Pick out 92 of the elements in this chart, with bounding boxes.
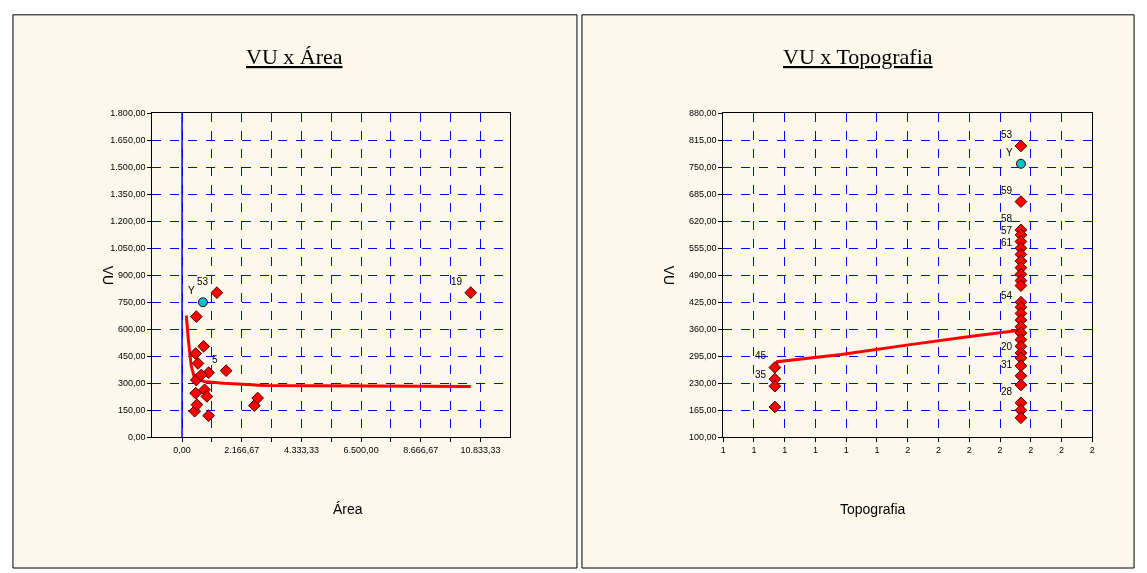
y-tick-label: 295,00 bbox=[688, 351, 717, 362]
point bbox=[768, 400, 782, 414]
y-tick-label: 1.200,00 bbox=[110, 216, 146, 227]
point bbox=[202, 409, 215, 423]
point bbox=[768, 361, 782, 374]
x-tick-label: 2 bbox=[1028, 445, 1034, 456]
x-tick-label: 0,00 bbox=[173, 445, 191, 456]
annotation: 35 bbox=[755, 369, 767, 380]
y-tick-label: 1.500,00 bbox=[110, 162, 146, 173]
y-tick-label: 620,00 bbox=[688, 216, 717, 227]
y-axis-title: VU bbox=[660, 265, 677, 286]
point bbox=[189, 310, 203, 323]
point bbox=[200, 390, 214, 403]
annotation: 5 bbox=[212, 354, 218, 365]
point bbox=[1014, 195, 1028, 208]
point bbox=[219, 364, 233, 378]
y-tick-label: 880,00 bbox=[688, 108, 717, 119]
y-tick-label: 815,00 bbox=[688, 135, 717, 146]
y-tick-label: 150,00 bbox=[117, 405, 146, 416]
annotation: 20 bbox=[1001, 341, 1013, 352]
y-tick-label: 230,00 bbox=[688, 378, 717, 389]
annotation: 53 bbox=[197, 276, 209, 287]
point bbox=[768, 379, 782, 393]
point bbox=[194, 368, 208, 382]
x-tick-label: 1 bbox=[720, 445, 726, 456]
annotation: 58 bbox=[1001, 213, 1013, 224]
point bbox=[1014, 359, 1028, 373]
point bbox=[251, 391, 264, 405]
annotation: 19 bbox=[451, 276, 463, 287]
x-tick-label: 1 bbox=[812, 445, 818, 456]
x-tick-label: 10.833,33 bbox=[460, 445, 501, 456]
x-tick-label: 2 bbox=[1089, 445, 1095, 456]
point bbox=[197, 340, 210, 353]
x-tick-label: 1 bbox=[874, 445, 880, 456]
chart-title: VU x Topografia bbox=[783, 44, 933, 69]
y-tick-label: 1.050,00 bbox=[110, 243, 146, 254]
x-tick-label: 2 bbox=[1059, 445, 1065, 456]
y-tick-label: 685,00 bbox=[688, 189, 717, 200]
annotation: 59 bbox=[1001, 185, 1013, 196]
annotation: 57 bbox=[1001, 225, 1013, 236]
y-tick-label: 360,00 bbox=[688, 324, 717, 335]
y-tick-label: 555,00 bbox=[688, 243, 717, 254]
point bbox=[248, 399, 261, 412]
x-tick-label: 2 bbox=[997, 445, 1003, 456]
y-axis-title: VU bbox=[99, 265, 116, 286]
y-tick-label: 600,00 bbox=[117, 324, 146, 335]
y-tick-label: 1.350,00 bbox=[110, 189, 146, 200]
x-tick-label: 1 bbox=[782, 445, 788, 456]
y-tick-label: 165,00 bbox=[688, 405, 717, 416]
annotation: 61 bbox=[1001, 237, 1013, 248]
point bbox=[464, 286, 478, 300]
x-tick-label: 1 bbox=[751, 445, 757, 456]
y-tick-label: 1.800,00 bbox=[110, 108, 146, 119]
chart-title: VU x Área bbox=[246, 44, 343, 69]
point bbox=[1014, 378, 1028, 392]
point bbox=[210, 286, 224, 300]
y-tick-label: 0,00 bbox=[127, 432, 146, 443]
y-tick-label: 490,00 bbox=[688, 270, 717, 281]
point bbox=[191, 357, 205, 370]
y-tick-label: 1.650,00 bbox=[110, 135, 146, 146]
y-tick-label: 450,00 bbox=[117, 351, 146, 362]
x-tick-label: 2.166,67 bbox=[224, 445, 260, 456]
annotation: 28 bbox=[1001, 386, 1013, 397]
point bbox=[197, 297, 208, 308]
point bbox=[189, 347, 203, 360]
point bbox=[1014, 279, 1028, 292]
annotation: 53 bbox=[1001, 129, 1013, 140]
annotation: Y bbox=[188, 285, 195, 296]
point bbox=[1014, 139, 1028, 153]
point bbox=[1014, 369, 1028, 383]
annotation: Y bbox=[1006, 147, 1013, 158]
x-tick-label: 2 bbox=[966, 445, 972, 456]
point bbox=[189, 386, 203, 400]
x-tick-label: 6.500,00 bbox=[343, 445, 379, 456]
y-tick-label: 900,00 bbox=[117, 270, 146, 281]
annotation: 31 bbox=[1001, 359, 1013, 370]
x-axis-title: Topografia bbox=[840, 501, 906, 517]
y-tick-label: 425,00 bbox=[688, 297, 717, 308]
y-tick-label: 100,00 bbox=[688, 432, 717, 443]
x-tick-label: 8.666,67 bbox=[403, 445, 439, 456]
x-tick-label: 2 bbox=[935, 445, 941, 456]
y-tick-label: 750,00 bbox=[117, 297, 146, 308]
point bbox=[1014, 411, 1028, 425]
point bbox=[190, 398, 204, 412]
x-tick-label: 2 bbox=[905, 445, 911, 456]
x-tick-label: 1 bbox=[843, 445, 849, 456]
y-tick-label: 300,00 bbox=[117, 378, 146, 389]
x-axis-title: Área bbox=[333, 501, 363, 517]
x-tick-label: 4.333,33 bbox=[283, 445, 319, 456]
point bbox=[1015, 158, 1026, 169]
y-tick-label: 750,00 bbox=[688, 162, 717, 173]
annotation: 54 bbox=[1001, 290, 1013, 301]
